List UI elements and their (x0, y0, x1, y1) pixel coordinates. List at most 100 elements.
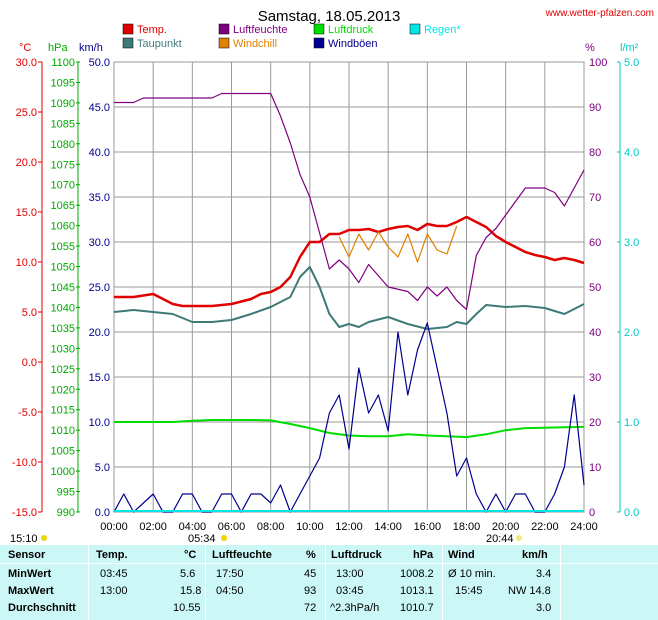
temp-tick-label: 25.0 (16, 107, 37, 119)
pressure-tick-label: 1020 (51, 384, 75, 396)
legend-swatch (218, 37, 230, 49)
sunset-icon (516, 535, 522, 541)
series-line (113, 266, 585, 330)
x-tick-label: 14:00 (374, 521, 402, 533)
x-tick-label: 12:00 (335, 521, 363, 533)
wind-unit-label: km/h (79, 42, 103, 54)
rain-tick-label: 3.0 (624, 237, 639, 249)
pressure-tick-label: 1005 (51, 446, 75, 458)
humidity-tick-label: 100 (589, 57, 607, 69)
row-min-hum-val: 45 (304, 568, 317, 580)
pressure-tick-label: 1080 (51, 139, 75, 151)
x-tick-label: 00:00 (100, 521, 128, 533)
row-min-wind-val: 3.4 (536, 568, 552, 580)
pressure-tick-label: 1045 (51, 282, 75, 294)
series-line (338, 225, 458, 263)
row-min-press-time: 13:00 (336, 568, 364, 580)
header-pressure: Luftdruck (331, 549, 382, 561)
legend-swatch (218, 23, 230, 35)
sun-icon (41, 535, 47, 541)
row-min-temp-time: 03:45 (100, 568, 128, 580)
legend-label: Luftfeuchte (233, 24, 287, 36)
legend-swatch (409, 23, 421, 35)
pressure-tick-label: 1075 (51, 159, 75, 171)
chart-title: Samstag, 18.05.2013 (258, 8, 401, 25)
weather-chart: 30.0 25.0 20.0 15.0 10.0 5.0 0.0 -5.0 -10.0 -15.0… (10, 8, 654, 545)
legend-label: Regen* (424, 24, 461, 36)
series-line (114, 92, 585, 311)
wind-tick-label: 15.0 (89, 372, 110, 384)
row-max-temp-val: 15.8 (180, 585, 202, 597)
sunrise-icon (221, 535, 227, 541)
header-humidity-unit: % (306, 549, 316, 561)
legend-label: Taupunkt (137, 38, 182, 50)
wind-tick-label: 10.0 (89, 417, 110, 429)
pressure-tick-label: 1070 (51, 180, 75, 192)
wind-tick-label: 40.0 (89, 147, 110, 159)
x-tick-label: 18:00 (453, 521, 481, 533)
pressure-tick-label: 1010 (51, 425, 75, 437)
pressure-tick-label: 1040 (51, 302, 75, 314)
rain-tick-label: 1.0 (624, 417, 639, 429)
pressure-tick-label: 1095 (51, 77, 75, 89)
wind-tick-label: 5.0 (95, 462, 110, 474)
series-line (114, 419, 585, 439)
header-wind-unit: km/h (522, 549, 548, 561)
legend-swatch (313, 37, 325, 49)
temp-tick-label: 20.0 (16, 157, 37, 169)
humidity-tick-label: 10 (589, 462, 601, 474)
temp-tick-label: 10.0 (16, 257, 37, 269)
humidity-tick-label: 60 (589, 237, 601, 249)
humidity-tick-label: 70 (589, 192, 601, 204)
x-tick-label: 02:00 (139, 521, 167, 533)
legend-label: Temp. (137, 24, 167, 36)
humidity-tick-label: 0 (589, 507, 595, 519)
humidity-tick-label: 20 (589, 417, 601, 429)
wind-tick-label: 25.0 (89, 282, 110, 294)
row-avg-press-time: ^2.3hPa/h (330, 602, 380, 614)
row-avg-temp-val: 10.55 (173, 602, 201, 614)
pressure-tick-label: 1060 (51, 221, 75, 233)
row-max-wind-val: NW 14.8 (508, 585, 551, 597)
x-tick-label: 04:00 (179, 521, 207, 533)
header-humidity: Luftfeuchte (212, 549, 272, 561)
rain-tick-label: 2.0 (624, 327, 639, 339)
row-min-temp-val: 5.6 (180, 568, 196, 580)
pressure-unit-label: hPa (48, 42, 68, 54)
row-max-hum-time: 04:50 (216, 585, 244, 597)
row-max-label: MaxWert (8, 585, 54, 597)
wind-tick-label: 20.0 (89, 327, 110, 339)
left-time-label: 15:10 (10, 533, 38, 545)
pressure-tick-label: 1090 (51, 98, 75, 110)
pressure-tick-label: 1015 (51, 405, 75, 417)
row-avg-hum-val: 72 (304, 602, 317, 614)
x-tick-label: 16:00 (414, 521, 442, 533)
pressure-tick-label: 1065 (51, 200, 75, 212)
wind-tick-label: 0.0 (95, 507, 110, 519)
pressure-tick-label: 1035 (51, 323, 75, 335)
x-tick-label: 08:00 (257, 521, 285, 533)
rain-unit-label: l/m² (620, 42, 639, 54)
row-max-wind-time: 15:45 (455, 585, 483, 597)
temp-tick-label: 0.0 (22, 357, 37, 369)
row-max-press-val: 1013.1 (400, 585, 434, 597)
row-max-temp-time: 13:00 (100, 585, 128, 597)
x-tick-label: 22:00 (531, 521, 559, 533)
sunset-label: 20:44 (486, 533, 514, 545)
pressure-tick-label: 1055 (51, 241, 75, 253)
humidity-tick-label: 90 (589, 102, 601, 114)
temp-tick-label: -10.0 (12, 457, 37, 469)
row-min-press-val: 1008.2 (400, 568, 434, 580)
wind-tick-label: 35.0 (89, 192, 110, 204)
wind-tick-label: 30.0 (89, 237, 110, 249)
pressure-tick-label: 1025 (51, 364, 75, 376)
rain-tick-label: 4.0 (624, 147, 639, 159)
wind-tick-label: 50.0 (89, 57, 110, 69)
x-tick-label: 24:00 (570, 521, 598, 533)
header-sensor: Sensor (8, 549, 46, 561)
row-max-press-time: 03:45 (336, 585, 364, 597)
header-pressure-unit: hPa (413, 549, 434, 561)
pressure-tick-label: 1050 (51, 262, 75, 274)
sunrise-label: 05:34 (188, 533, 216, 545)
temp-tick-label: -15.0 (12, 507, 37, 519)
